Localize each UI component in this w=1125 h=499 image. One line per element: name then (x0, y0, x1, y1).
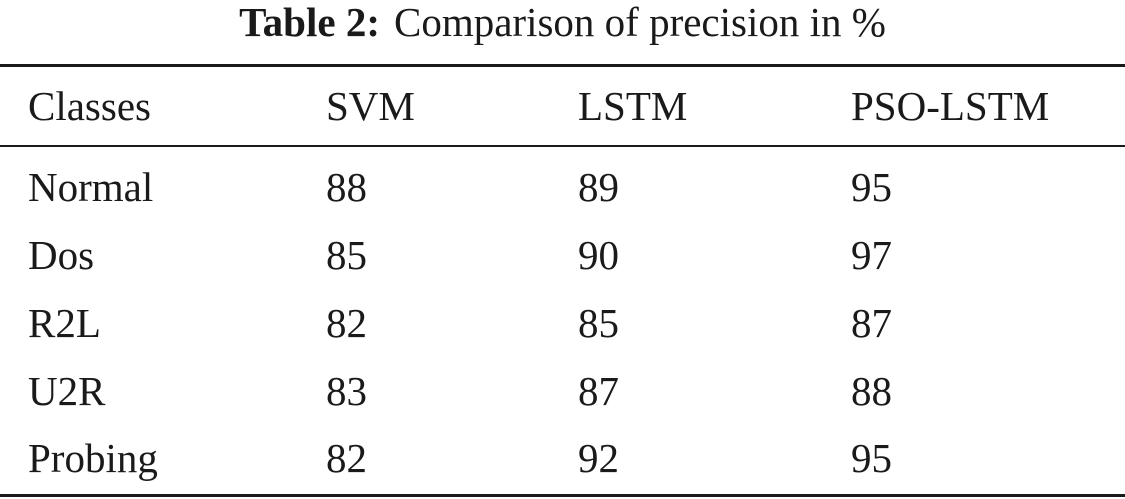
row-class-label: R2L (28, 300, 101, 346)
pso-lstm-value: 87 (851, 300, 892, 346)
table-header-row: Classes SVM LSTM PSO-LSTM (0, 76, 1125, 136)
svm-value: 82 (326, 300, 367, 346)
pso-lstm-value: 97 (851, 232, 892, 278)
lstm-value: 85 (578, 300, 619, 346)
pso-lstm-value: 95 (851, 164, 892, 210)
svm-value: 82 (326, 435, 367, 481)
table-row-dos: Dos 85 90 97 (0, 225, 1125, 285)
table-header-rule (0, 145, 1125, 147)
header-svm: SVM (326, 83, 415, 129)
row-class-label: Dos (28, 232, 95, 278)
pso-lstm-value: 88 (851, 368, 892, 414)
lstm-value: 92 (578, 435, 619, 481)
row-class-label: U2R (28, 368, 106, 414)
header-pso-lstm: PSO-LSTM (851, 83, 1050, 129)
svm-value: 83 (326, 368, 367, 414)
table-row-probing: Probing 82 92 95 (0, 428, 1125, 488)
header-classes: Classes (28, 83, 151, 129)
table-caption: Table 2: Comparison of precision in % (0, 0, 1125, 48)
table-row-u2r: U2R 83 87 88 (0, 361, 1125, 421)
table-row-normal: Normal 88 89 95 (0, 157, 1125, 217)
lstm-value: 90 (578, 232, 619, 278)
row-class-label: Normal (28, 164, 154, 210)
row-class-label: Probing (28, 435, 158, 481)
lstm-value: 89 (578, 164, 619, 210)
pso-lstm-value: 95 (851, 435, 892, 481)
table-row-r2l: R2L 82 85 87 (0, 293, 1125, 353)
table-caption-label: Table 2: (239, 0, 380, 45)
svm-value: 85 (326, 232, 367, 278)
table-bottom-rule (0, 494, 1125, 497)
svm-value: 88 (326, 164, 367, 210)
table-caption-text: Comparison of precision in % (393, 0, 886, 45)
table-top-rule (0, 64, 1125, 67)
header-lstm: LSTM (578, 83, 688, 129)
lstm-value: 87 (578, 368, 619, 414)
